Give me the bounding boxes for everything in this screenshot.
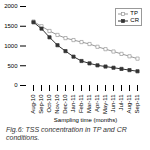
svg-text:Apr-11: Apr-11 — [94, 94, 100, 112]
svg-text:Sep-10: Sep-10 — [38, 94, 44, 114]
svg-text:Aug-11: Aug-11 — [126, 94, 132, 114]
html-text:Fig.6: TSS concentration in TP: Fig.6: TSS concentration in TP and CR co… — [6, 126, 127, 141]
svg-text:Sampling time (months): Sampling time (months) — [54, 117, 117, 123]
svg-text:Jul-11: Jul-11 — [118, 94, 124, 111]
svg-text:500: 500 — [7, 63, 18, 69]
svg-text:1500: 1500 — [4, 23, 18, 29]
svg-text:Sep-11: Sep-11 — [134, 94, 140, 114]
html-text:TP: TP — [130, 10, 138, 16]
svg-text:1000: 1000 — [4, 43, 18, 49]
svg-text:Nov-10: Nov-10 — [54, 94, 60, 114]
svg-text:Jun-11: Jun-11 — [110, 94, 116, 113]
svg-text:2000: 2000 — [4, 3, 18, 9]
html-text:CR: CR — [130, 17, 139, 23]
svg-text:Jan-11: Jan-11 — [70, 94, 76, 113]
svg-text:0: 0 — [14, 82, 18, 88]
svg-text:Mar-11: Mar-11 — [86, 94, 92, 113]
svg-text:Oct-10: Oct-10 — [46, 94, 52, 113]
svg-text:Dec-10: Dec-10 — [62, 94, 68, 114]
svg-text:May-11: May-11 — [102, 94, 108, 114]
svg-text:Aug-10: Aug-10 — [30, 94, 36, 114]
svg-text:Feb-11: Feb-11 — [78, 94, 84, 113]
